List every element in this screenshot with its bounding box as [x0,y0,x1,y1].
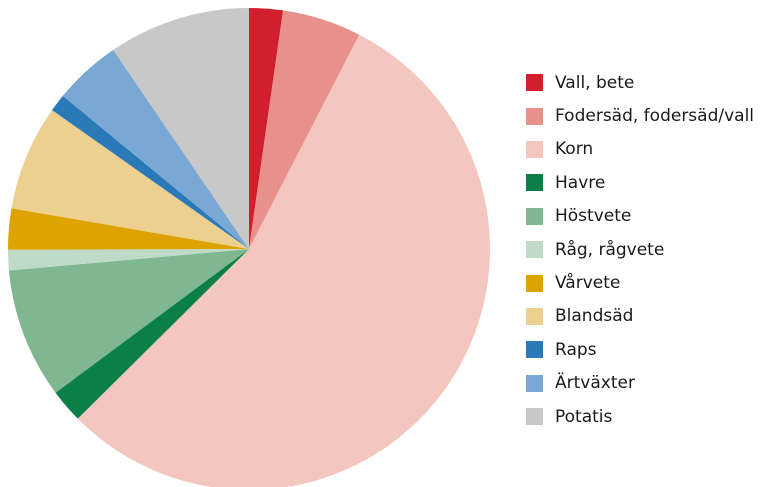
legend-label: Ärtväxter [555,373,635,393]
legend-swatch [526,141,543,158]
legend-swatch [526,241,543,258]
legend-swatch [526,74,543,91]
legend-item: Korn [526,133,754,166]
legend-swatch [526,108,543,125]
legend-label: Vall, bete [555,73,634,93]
legend-label: Vårvete [555,273,620,293]
legend-item: Blandsäd [526,300,754,333]
legend-item: Vall, bete [526,66,754,99]
legend-swatch [526,375,543,392]
legend-label: Blandsäd [555,306,633,326]
legend-swatch [526,275,543,292]
legend-item: Potatis [526,400,754,433]
legend-swatch [526,408,543,425]
legend-label: Havre [555,173,605,193]
legend-label: Raps [555,340,597,360]
legend-label: Fodersäd, fodersäd/vall [555,106,754,126]
legend-item: Ärtväxter [526,367,754,400]
legend-item: Vårvete [526,266,754,299]
legend-label: Korn [555,139,593,159]
legend-item: Havre [526,166,754,199]
legend-item: Fodersäd, fodersäd/vall [526,99,754,132]
legend-item: Råg, rågvete [526,233,754,266]
legend-swatch [526,308,543,325]
chart-legend: Vall, bete Fodersäd, fodersäd/vall Korn Hav… [526,66,754,433]
legend-item: Höstvete [526,200,754,233]
legend-item: Raps [526,333,754,366]
legend-label: Potatis [555,407,612,427]
legend-label: Höstvete [555,206,631,226]
legend-swatch [526,208,543,225]
legend-swatch [526,341,543,358]
legend-swatch [526,174,543,191]
legend-label: Råg, rågvete [555,240,664,260]
